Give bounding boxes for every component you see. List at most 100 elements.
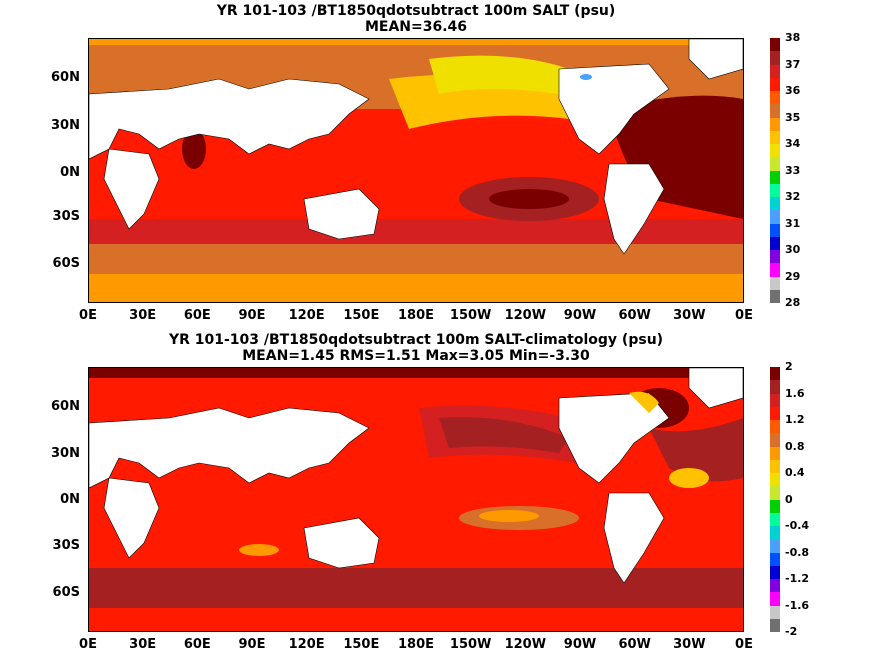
colorbar-swatch-18-2 [770,605,780,619]
lon-label-5-2: 150E [343,637,380,652]
colorbar-label-4-1: 34 [785,137,801,150]
colorbar-swatch-15-1 [770,236,780,250]
lon-label-9-1: 90W [563,308,597,323]
colorbar-label-7-2: -0.8 [785,545,810,559]
lon-label-1-2: 30E [129,637,157,652]
colorbar-label-1-2: 1.6 [785,386,805,400]
lon-label-5-1: 150E [343,308,380,323]
lon-label-3-1: 90E [238,308,266,323]
colorbar-label-5-1: 33 [785,163,801,177]
salinity-anomaly-field-2 [88,367,744,631]
colorbar-swatch-14-2 [770,552,780,566]
colorbar-swatch-1-2 [770,380,780,394]
lon-label-1-1: 30E [129,308,157,323]
colorbar-label-8-1: 30 [785,243,801,256]
lat-label-0n-2: 0N [60,492,80,507]
lon-label-6-1: 180E [397,308,435,323]
colorbar-label-0-1: 38 [785,31,801,44]
colorbar-swatch-17-2 [770,592,780,606]
map-title-1: YR 101-103 /BT1850qdotsubtract 100m SALT… [216,3,616,19]
colorbar-label-10-1: 28 [785,296,801,309]
map-subtitle-1: MEAN=36.46 [364,19,468,35]
colorbar-swatch-18-1 [770,276,780,290]
lat-label-60n-1: 60N [51,70,80,85]
lon-label-12-2: 0E [735,637,753,652]
lon-label-2-1: 60E [183,308,211,323]
colorbar-swatch-17-1 [770,263,780,277]
lon-label-8-2: 120W [504,637,547,652]
lon-label-3-2: 90E [238,637,266,652]
lon-label-2-2: 60E [183,637,211,652]
lat-label-60s-2: 60S [52,585,80,600]
colorbar-swatch-8-1 [770,144,780,158]
colorbar-swatch-12-1 [770,197,780,211]
colorbar-swatch-2-2 [770,393,780,407]
colorbar-label-0-2: 2 [785,360,793,373]
colorbar-swatch-0-2 [770,367,780,381]
colorbar-swatch-1-1 [770,51,780,65]
colorbar-label-4-2: 0.4 [785,466,805,479]
colorbar-swatch-4-1 [770,91,780,105]
salinity-map-2 [88,367,744,632]
colorbar-label-5-2: 0 [785,492,793,506]
lon-label-0-1: 0E [79,308,97,323]
lon-label-6-2: 180E [397,637,435,652]
colorbar-label-10-2: -2 [785,625,798,638]
colorbar-2 [770,367,780,632]
lat-label-60n-2: 60N [51,399,80,414]
colorbar-swatch-16-2 [770,579,780,593]
lon-label-10-2: 60W [618,637,651,652]
lat-label-30s-1: 30S [52,209,80,224]
lon-label-12-1: 0E [735,308,753,323]
colorbar-label-3-1: 35 [785,110,801,124]
lat-label-30n-2: 30N [51,446,80,461]
colorbar-1 [770,38,780,303]
colorbar-swatch-8-2 [770,473,780,487]
colorbar-label-8-2: -1.2 [785,572,810,585]
lat-label-0n-1: 0N [60,165,80,180]
lon-label-11-2: 30W [673,637,706,652]
colorbar-swatch-16-1 [770,250,780,264]
colorbar-swatch-6-2 [770,446,780,460]
colorbar-label-9-1: 29 [785,269,801,283]
colorbar-swatch-7-1 [770,130,780,144]
lat-label-60s-1: 60S [52,256,80,271]
colorbar-label-2-2: 1.2 [785,413,805,426]
colorbar-swatch-9-1 [770,157,780,171]
colorbar-swatch-7-2 [770,459,780,473]
lat-label-30s-2: 30S [52,538,80,553]
colorbar-swatch-4-2 [770,420,780,434]
colorbar-swatch-5-2 [770,433,780,447]
colorbar-swatch-9-2 [770,486,780,500]
colorbar-swatch-3-2 [770,406,780,420]
lon-label-10-1: 60W [618,308,651,323]
salinity-field-1 [88,38,744,302]
colorbar-label-6-2: -0.4 [785,519,810,532]
colorbar-label-1-1: 37 [785,57,801,71]
colorbar-swatch-15-2 [770,565,780,579]
colorbar-swatch-19-2 [770,618,780,632]
map-subtitle-2: MEAN=1.45 RMS=1.51 Max=3.05 Min=-3.30 [242,348,590,364]
colorbar-swatch-12-2 [770,526,780,540]
colorbar-swatch-3-1 [770,77,780,91]
lon-label-11-1: 30W [673,308,706,323]
lon-label-9-2: 90W [563,637,597,652]
colorbar-swatch-6-1 [770,117,780,131]
colorbar-swatch-13-1 [770,210,780,224]
lon-label-4-1: 120E [288,308,325,323]
map-title-2: YR 101-103 /BT1850qdotsubtract 100m SALT… [168,332,664,348]
colorbar-swatch-10-1 [770,170,780,184]
colorbar-label-3-2: 0.8 [785,439,805,453]
lon-label-4-2: 120E [288,637,325,652]
colorbar-swatch-5-1 [770,104,780,118]
colorbar-label-7-1: 31 [785,216,801,230]
lon-label-0-2: 0E [79,637,97,652]
salinity-map-1 [88,38,744,303]
colorbar-swatch-14-1 [770,223,780,237]
colorbar-swatch-10-2 [770,499,780,513]
colorbar-swatch-2-1 [770,64,780,78]
lon-label-7-1: 150W [449,308,492,323]
colorbar-swatch-0-1 [770,38,780,52]
colorbar-label-9-2: -1.6 [785,598,810,612]
colorbar-swatch-19-1 [770,289,780,303]
